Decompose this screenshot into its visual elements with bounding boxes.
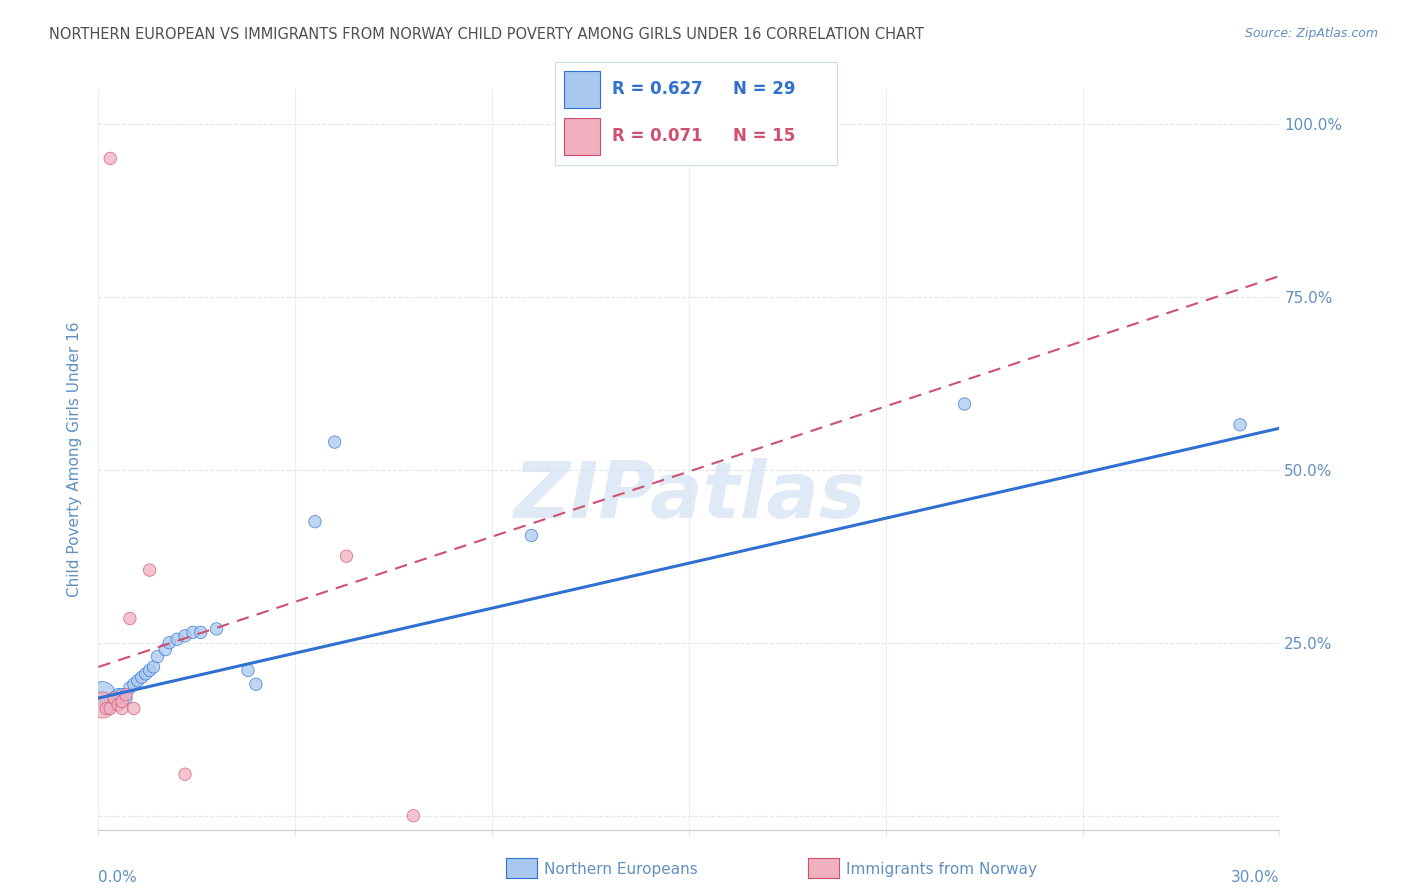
Point <box>98 152 121 166</box>
Point <box>245 677 267 691</box>
Point <box>91 698 114 712</box>
Point <box>96 701 118 715</box>
Text: ZIPatlas: ZIPatlas <box>513 458 865 534</box>
Point <box>142 660 165 674</box>
Point <box>98 698 121 712</box>
Text: Immigrants from Norway: Immigrants from Norway <box>846 863 1038 877</box>
Point <box>1229 417 1251 432</box>
Point <box>111 688 134 702</box>
Point <box>98 701 121 715</box>
Point <box>122 701 145 715</box>
Point <box>115 688 138 702</box>
Point <box>111 701 134 715</box>
Point <box>115 691 138 706</box>
Point <box>181 625 204 640</box>
Point <box>103 691 125 706</box>
Point <box>190 625 212 640</box>
Text: R = 0.071: R = 0.071 <box>612 128 702 145</box>
Point <box>157 636 180 650</box>
Point <box>138 563 160 577</box>
Text: 0.0%: 0.0% <box>98 871 138 885</box>
Point <box>174 767 197 781</box>
Point <box>91 688 114 702</box>
Point <box>520 528 543 542</box>
Point <box>118 611 141 625</box>
Point <box>155 642 177 657</box>
Point <box>304 515 326 529</box>
Point <box>335 549 357 564</box>
Point <box>953 397 976 411</box>
Point <box>107 698 129 712</box>
Point <box>402 808 425 822</box>
Y-axis label: Child Poverty Among Girls Under 16: Child Poverty Among Girls Under 16 <box>66 322 82 597</box>
Point <box>138 664 160 678</box>
Point <box>174 629 197 643</box>
Point <box>131 670 153 684</box>
Point <box>122 677 145 691</box>
FancyBboxPatch shape <box>564 118 600 155</box>
Text: Northern Europeans: Northern Europeans <box>544 863 697 877</box>
Point <box>135 666 157 681</box>
Point <box>236 664 259 678</box>
Point <box>146 649 169 664</box>
FancyBboxPatch shape <box>564 70 600 108</box>
Point <box>111 694 134 708</box>
Text: N = 29: N = 29 <box>733 80 794 98</box>
Point <box>118 681 141 695</box>
Point <box>323 435 346 450</box>
Point <box>103 691 125 706</box>
Text: R = 0.627: R = 0.627 <box>612 80 703 98</box>
Text: N = 15: N = 15 <box>733 128 794 145</box>
Point <box>166 632 188 647</box>
Point <box>107 688 129 702</box>
Text: NORTHERN EUROPEAN VS IMMIGRANTS FROM NORWAY CHILD POVERTY AMONG GIRLS UNDER 16 C: NORTHERN EUROPEAN VS IMMIGRANTS FROM NOR… <box>49 27 924 42</box>
Point <box>205 622 228 636</box>
Point <box>127 673 149 688</box>
Point <box>96 694 118 708</box>
Text: Source: ZipAtlas.com: Source: ZipAtlas.com <box>1244 27 1378 40</box>
Text: 30.0%: 30.0% <box>1232 871 1279 885</box>
